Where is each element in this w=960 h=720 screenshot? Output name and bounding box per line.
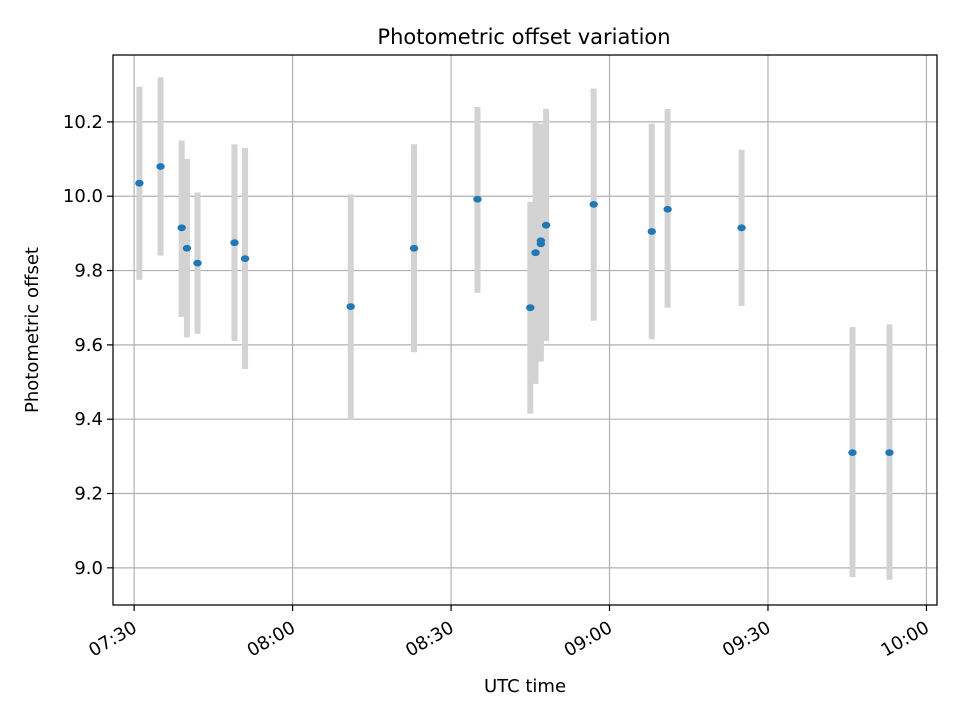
data-point [240, 255, 250, 263]
y-tick-label: 9.4 [74, 409, 103, 430]
x-tick-label: 09:00 [561, 617, 616, 661]
y-tick-label: 9.0 [74, 558, 103, 579]
data-point [737, 224, 746, 232]
data-point [536, 237, 546, 245]
y-tick-label: 10.0 [63, 186, 103, 207]
x-tick-label: 09:30 [719, 617, 774, 661]
data-point [177, 224, 186, 232]
data-point [531, 249, 540, 257]
y-tick-label: 9.8 [74, 261, 103, 282]
x-axis-label: UTC time [484, 676, 566, 697]
data-point [346, 303, 355, 310]
x-tick-label: 10:00 [878, 617, 933, 661]
data-point [230, 239, 239, 247]
data-point [541, 221, 551, 229]
data-point [156, 163, 165, 170]
error-bars [136, 77, 893, 580]
data-point [135, 179, 144, 187]
plot-frame [112, 54, 938, 606]
data-points [135, 163, 894, 457]
data-point [589, 200, 598, 208]
data-point [182, 244, 192, 252]
grid-lines [113, 55, 937, 605]
data-point [526, 304, 535, 312]
y-axis-label: Photometric offset [22, 247, 43, 413]
y-tick-label: 10.2 [63, 112, 103, 133]
data-point [473, 195, 482, 203]
y-axis-ticks: 9.0 9.2 9.4 9.6 9.8 10.0 10.2 [63, 112, 113, 579]
chart-title: Photometric offset variation [377, 25, 670, 49]
data-point [848, 449, 857, 457]
data-point [885, 449, 894, 457]
data-point [647, 228, 656, 235]
y-tick-label: 9.6 [74, 335, 103, 356]
x-axis-ticks: 07:30 08:00 08:30 09:00 09:30 10:00 [85, 605, 933, 661]
x-tick-label: 07:30 [85, 617, 140, 661]
data-point [409, 244, 419, 252]
x-tick-label: 08:30 [402, 617, 457, 661]
x-tick-label: 08:00 [244, 617, 299, 661]
data-point [193, 259, 202, 267]
data-point [663, 205, 672, 213]
y-tick-label: 9.2 [74, 484, 103, 505]
